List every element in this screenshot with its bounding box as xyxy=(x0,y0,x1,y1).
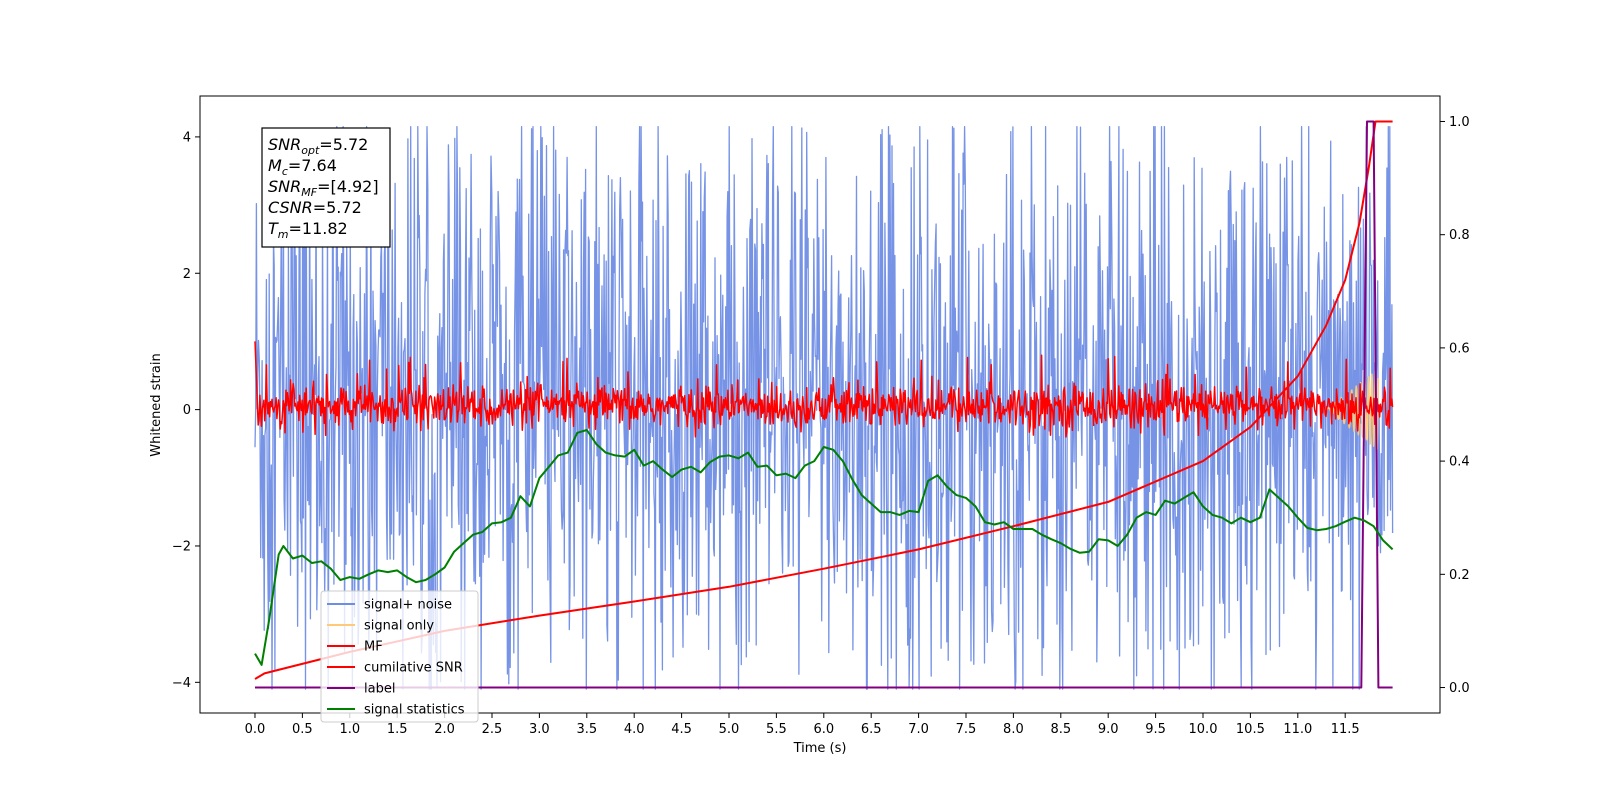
legend-entry-label: cumilative SNR xyxy=(364,661,463,676)
legend-entry-label: signal statistics xyxy=(364,703,465,718)
legend-entry-label: signal only xyxy=(364,619,434,634)
x-tick-label: 11.5 xyxy=(1331,722,1360,737)
y2-tick-label: 1.0 xyxy=(1449,115,1470,130)
x-tick-label: 8.5 xyxy=(1050,722,1071,737)
x-tick-label: 9.5 xyxy=(1145,722,1166,737)
x-tick-label: 7.5 xyxy=(956,722,977,737)
x-tick-label: 10.5 xyxy=(1236,722,1265,737)
y2-tick-label: 0.8 xyxy=(1449,228,1470,243)
y2-tick-label: 0.4 xyxy=(1449,455,1470,470)
x-tick-label: 6.5 xyxy=(861,722,882,737)
plot-frame xyxy=(199,95,1441,714)
annotation-frame xyxy=(261,127,391,248)
y-tick-label: −2 xyxy=(172,539,191,554)
x-tick-label: 6.0 xyxy=(813,722,834,737)
x-tick-label: 4.5 xyxy=(671,722,692,737)
x-tick-label: 9.0 xyxy=(1098,722,1119,737)
x-tick-label: 2.5 xyxy=(482,722,503,737)
y-tick-label: 2 xyxy=(183,267,191,282)
annotation-line: Tm=11.82 xyxy=(268,219,348,241)
x-tick-label: 7.0 xyxy=(908,722,929,737)
y-tick-label: 4 xyxy=(183,130,191,145)
y2-tick-label: 0.6 xyxy=(1449,341,1470,356)
annotation-line: CSNR=5.72 xyxy=(268,198,362,217)
x-tick-label: 0.0 xyxy=(245,722,266,737)
x-tick-label: 1.0 xyxy=(339,722,360,737)
y-axis-right: 1.0 0.8 0.6 0.4 0.2 0.0 xyxy=(1440,115,1470,696)
x-axis: 0.0 0.5 1.0 1.5 2.0 2.5 3.0 3.5 4.0 4.5 5.0 5.5 6.0 6… xyxy=(245,713,1360,737)
annotation-line: Mc=7.64 xyxy=(268,156,337,178)
x-tick-label: 2.0 xyxy=(434,722,455,737)
x-tick-label: 5.0 xyxy=(719,722,740,737)
y-axis-label: Whitened strain xyxy=(149,353,164,456)
x-tick-label: 5.5 xyxy=(766,722,787,737)
annotation-line: SNRMF=[4.92] xyxy=(268,177,379,199)
x-tick-label: 10.0 xyxy=(1189,722,1218,737)
x-tick-label: 0.5 xyxy=(292,722,313,737)
legend-entry-label: MF xyxy=(364,640,383,655)
series-signal-noise-line xyxy=(254,126,1394,690)
x-tick-label: 8.0 xyxy=(1003,722,1024,737)
x-tick-label: 3.5 xyxy=(576,722,597,737)
legend: signal+ noise signal only MF cumilative SNR… xyxy=(320,590,479,723)
y-tick-label: 0 xyxy=(183,403,191,418)
series-signal-statistics-line xyxy=(254,429,1394,666)
y-tick-label: −4 xyxy=(172,676,191,691)
x-tick-label: 11.0 xyxy=(1283,722,1312,737)
x-tick-label: 3.0 xyxy=(529,722,550,737)
series-mf-line xyxy=(254,341,1394,438)
y-axis-left: 4 2 0 −2 −4 xyxy=(172,130,200,691)
y2-tick-label: 0.0 xyxy=(1449,681,1470,696)
legend-frame xyxy=(320,590,479,723)
annotation-line: SNRopt=5.72 xyxy=(268,135,368,157)
y2-tick-label: 0.2 xyxy=(1449,568,1470,583)
x-tick-label: 1.5 xyxy=(387,722,408,737)
legend-entry-label: signal+ noise xyxy=(364,598,452,613)
series-label-line xyxy=(255,120,1393,689)
x-tick-label: 4.0 xyxy=(624,722,645,737)
legend-entry-label: label xyxy=(364,682,395,697)
x-axis-label: Time (s) xyxy=(793,741,847,756)
